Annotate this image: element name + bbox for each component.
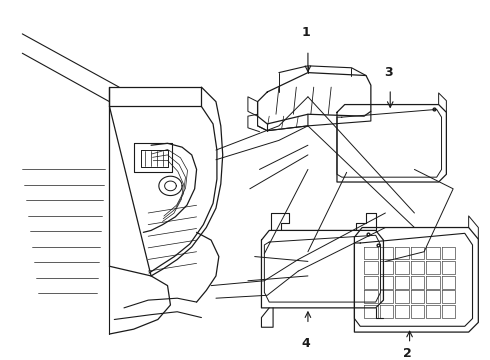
Text: 2: 2 [403,347,412,360]
Text: 4: 4 [302,337,310,350]
Text: 3: 3 [384,66,392,80]
Text: 1: 1 [302,26,310,39]
